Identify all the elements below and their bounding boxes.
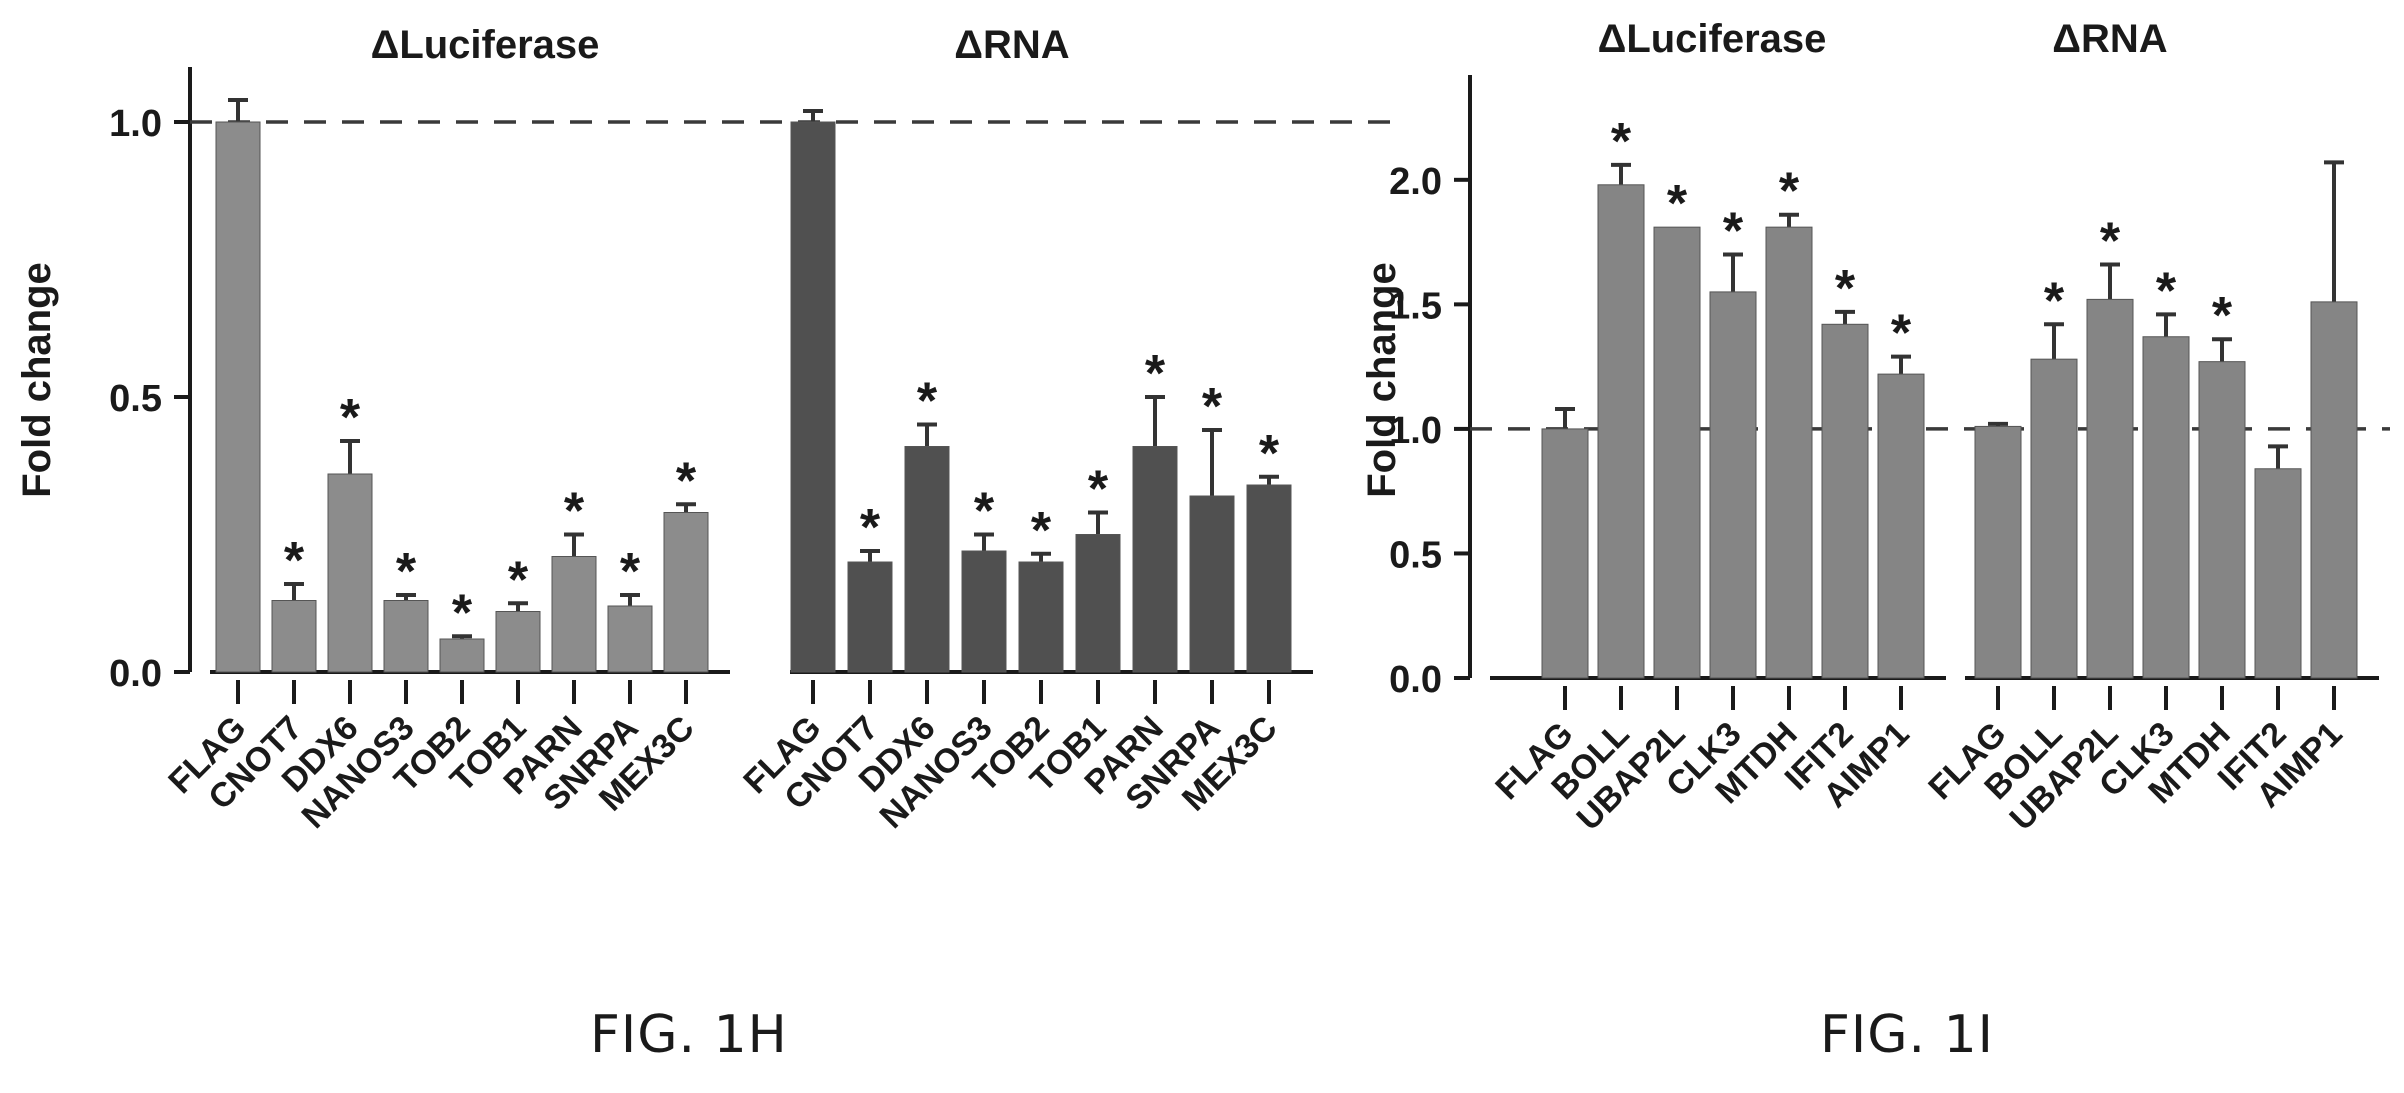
bar	[1189, 495, 1235, 673]
bar	[383, 600, 429, 673]
bar	[2310, 301, 2358, 679]
bar	[1877, 373, 1925, 679]
significance-marker: *	[676, 452, 697, 510]
bar	[495, 611, 541, 673]
bar	[2254, 468, 2302, 679]
significance-marker: *	[1145, 345, 1166, 403]
significance-marker: *	[1202, 378, 1223, 436]
significance-marker: *	[1088, 461, 1109, 519]
panel-title: ΔRNA	[2052, 17, 2167, 61]
bar	[271, 600, 317, 673]
y-tick-label: 1.0	[109, 103, 162, 145]
bar	[847, 561, 893, 673]
significance-marker: *	[1259, 425, 1280, 483]
bar	[2198, 361, 2246, 679]
significance-marker: *	[564, 483, 585, 541]
bar	[2030, 358, 2078, 679]
significance-marker: *	[1611, 113, 1632, 171]
figure-label-1i: FIG. 1I	[1820, 1005, 1995, 1065]
bar	[790, 121, 836, 673]
bar	[1075, 534, 1121, 673]
bar	[327, 473, 373, 673]
significance-marker: *	[917, 373, 938, 431]
bar	[215, 121, 261, 673]
significance-marker: *	[1835, 260, 1856, 318]
significance-marker: *	[1779, 163, 1800, 221]
y-tick-label: 1.5	[1389, 285, 1442, 327]
significance-marker: *	[620, 543, 641, 601]
bar	[1765, 226, 1813, 679]
significance-marker: *	[452, 584, 473, 642]
bar	[904, 446, 950, 673]
significance-marker: *	[1891, 305, 1912, 363]
panel-title: ΔRNA	[954, 23, 1069, 67]
panel-0: ΔLuciferaseFLAG*CNOT7*DDX6*NANOS3*TOB2*T…	[161, 23, 730, 836]
y-tick-label: 0.0	[109, 653, 162, 695]
panel-title: ΔLuciferase	[371, 23, 600, 67]
bar	[439, 638, 485, 673]
bar	[663, 512, 709, 673]
significance-marker: *	[1031, 502, 1052, 560]
bar	[607, 605, 653, 673]
significance-marker: *	[1723, 203, 1744, 261]
bar	[551, 556, 597, 673]
y-axis-label: Fold change	[1360, 262, 1404, 498]
y-tick-label: 2.0	[1389, 161, 1442, 203]
significance-marker: *	[284, 532, 305, 590]
significance-marker: *	[396, 543, 417, 601]
significance-marker: *	[1667, 175, 1688, 233]
bar	[961, 550, 1007, 673]
panel-1: ΔRNAFLAG*CNOT7*DDX6*NANOS3*TOB2*TOB1*PAR…	[736, 23, 1313, 836]
y-tick-label: 1.0	[1389, 410, 1442, 452]
significance-marker: *	[340, 389, 361, 447]
bar	[1132, 446, 1178, 673]
significance-marker: *	[2156, 262, 2177, 320]
bar	[1018, 561, 1064, 673]
significance-marker: *	[2044, 272, 2065, 330]
bar	[1541, 428, 1589, 679]
y-tick-label: 0.5	[1389, 534, 1442, 576]
significance-marker: *	[508, 551, 529, 609]
bar	[2086, 298, 2134, 679]
panel-title: ΔLuciferase	[1598, 17, 1827, 61]
chart-fig1h: 0.0 0.5 1.0 Fold change ΔLuciferaseFLAG*CNOT…	[15, 23, 1390, 836]
y-tick-label: 0.0	[1389, 659, 1442, 701]
significance-marker: *	[860, 499, 881, 557]
bar	[1653, 226, 1701, 679]
bar	[1246, 484, 1292, 673]
bar	[1974, 425, 2022, 679]
y-axis-label: Fold change	[15, 262, 59, 498]
significance-marker: *	[974, 483, 995, 541]
figure-label-1h: FIG. 1H	[590, 1005, 788, 1065]
significance-marker: *	[2212, 287, 2233, 345]
bar	[1709, 291, 1757, 679]
bar	[1597, 184, 1645, 679]
bar	[2142, 336, 2190, 679]
bar	[1821, 323, 1869, 679]
significance-marker: *	[2100, 213, 2121, 271]
y-tick-label: 0.5	[109, 378, 162, 420]
